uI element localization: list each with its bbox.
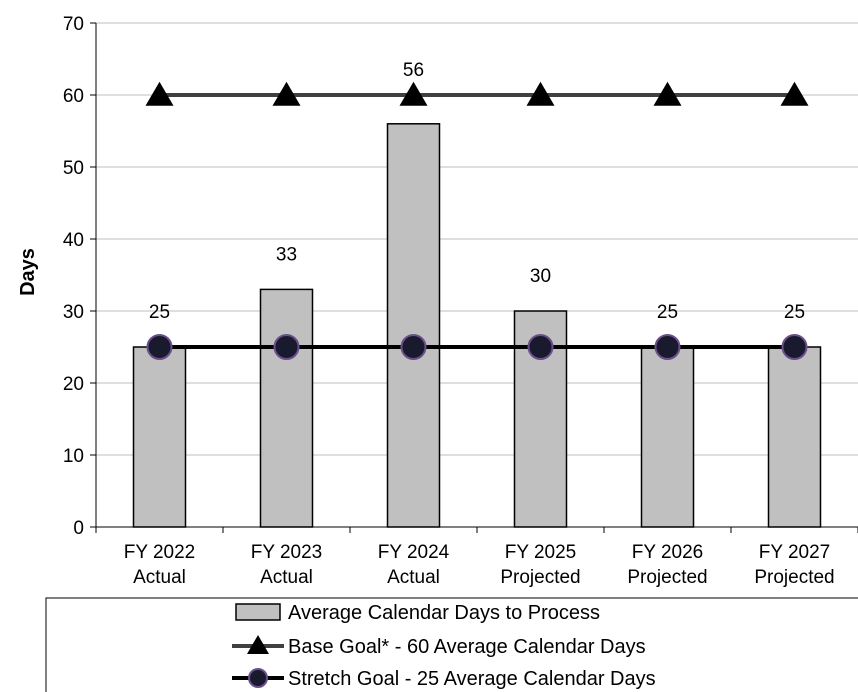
bar-value-label: 25: [657, 302, 678, 323]
bars: [132, 123, 822, 528]
tick-labels: 0 10 20 30 40 50 60 70 FY 2022 Actual FY 2023 Actua…: [63, 14, 835, 588]
y-tick-label: 20: [63, 374, 84, 395]
x-tick-label: Projected: [500, 567, 580, 588]
x-tick-label: Actual: [387, 567, 440, 588]
stretch-goal-marker: [400, 334, 427, 360]
y-tick-label: 70: [63, 14, 84, 35]
x-tick-label: FY 2025: [505, 542, 576, 563]
grid-lines: [96, 22, 858, 456]
base-goal-marker: [780, 81, 809, 106]
y-tick-label: 60: [63, 86, 84, 107]
base-goal-marker: [145, 81, 174, 106]
bar: [640, 346, 695, 528]
x-tick-label: FY 2027: [759, 542, 830, 563]
x-tick-label: Actual: [133, 567, 186, 588]
legend-label: Stretch Goal - 25 Average Calendar Days: [288, 668, 656, 690]
x-tick-label: Projected: [754, 567, 834, 588]
stretch-goal-marker: [654, 334, 681, 360]
y-tick-label: 50: [63, 158, 84, 179]
y-tick-label: 30: [63, 302, 84, 323]
y-axis-title: Days: [17, 248, 39, 296]
base-goal-marker: [399, 81, 428, 106]
bar-value-label: 25: [784, 302, 805, 323]
stretch-goal-marker: [146, 334, 173, 360]
legend-label: Base Goal* - 60 Average Calendar Days: [288, 636, 646, 658]
legend-label: Average Calendar Days to Process: [288, 602, 600, 624]
stretch-goal-marker: [781, 334, 808, 360]
x-tick-label: FY 2022: [124, 542, 195, 563]
y-tick-label: 40: [63, 230, 84, 251]
x-tick-label: FY 2024: [378, 542, 450, 563]
legend-box: [45, 597, 858, 692]
data-labels: 25 33 56 30 25 25: [149, 60, 805, 323]
legend: Average Calendar Days to Process Base Goa…: [45, 597, 858, 692]
axes: [90, 22, 858, 533]
legend-circle-marker: [248, 668, 268, 688]
bar-value-label: 33: [276, 244, 297, 265]
base-goal-marker: [526, 81, 555, 106]
base-goal-marker: [272, 81, 301, 106]
legend-triangle-marker: [247, 635, 269, 654]
x-tick-label: Projected: [627, 567, 707, 588]
stretch-goal-marker: [527, 334, 554, 360]
bar-value-label: 25: [149, 302, 170, 323]
bar: [767, 346, 822, 528]
bar: [132, 346, 187, 528]
base-goal-marker: [653, 81, 682, 106]
x-tick-label: Actual: [260, 567, 313, 588]
x-tick-label: FY 2026: [632, 542, 703, 563]
y-tick-label: 10: [63, 446, 84, 467]
bar: [259, 288, 314, 528]
stretch-goal-marker: [273, 334, 300, 360]
y-tick-label: 0: [73, 518, 84, 539]
x-tick-label: FY 2023: [251, 542, 322, 563]
goal-lines: [145, 81, 809, 360]
bar-value-label: 56: [403, 60, 424, 81]
bar: [386, 123, 441, 528]
legend-bar-swatch: [235, 603, 281, 621]
bar-value-label: 30: [530, 266, 551, 287]
